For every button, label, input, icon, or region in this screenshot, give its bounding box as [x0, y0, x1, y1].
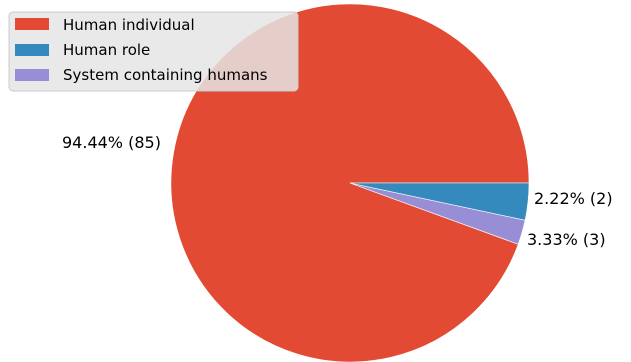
- slice-label-human-individual: 94.44% (85): [62, 133, 161, 152]
- legend-swatch-human-individual: [15, 18, 49, 30]
- legend-frame: [8, 11, 299, 92]
- legend-swatch-human-role: [15, 44, 49, 56]
- legend: Human individual Human role System conta…: [8, 11, 299, 92]
- slice-label-human-role: 3.33% (3): [527, 230, 606, 249]
- legend-label-human-role: Human role: [63, 41, 150, 59]
- pie-slices: [170, 3, 530, 362]
- slice-label-system-containing-humans: 2.22% (2): [534, 189, 613, 208]
- legend-label-human-individual: Human individual: [63, 16, 195, 34]
- pie-slice-human-role: [349, 182, 530, 221]
- legend-label-system-containing-humans: System containing humans: [63, 66, 268, 84]
- legend-swatch-system-containing-humans: [15, 69, 49, 81]
- slice-labels: 94.44% (85) 2.22% (2) 3.33% (3): [62, 133, 613, 249]
